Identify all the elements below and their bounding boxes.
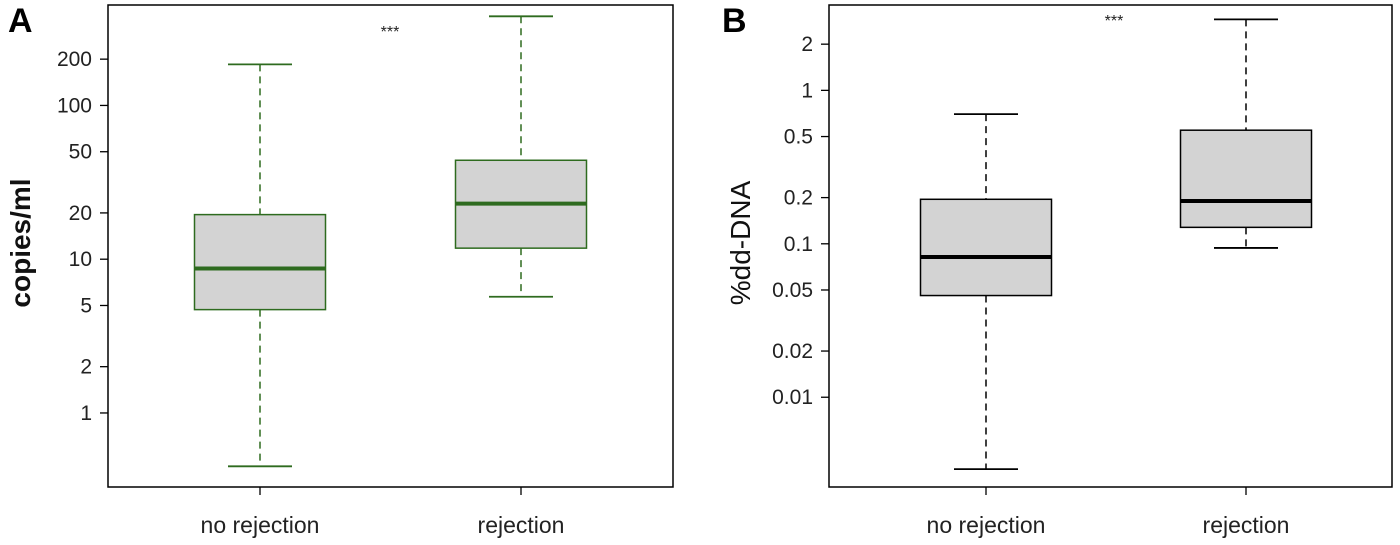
iqr-box-b [919,198,1053,297]
y-tick-label-b: 1 [801,79,813,102]
significance-annotation-a: *** [381,24,400,41]
panel-b-letter: B [722,2,747,40]
plot-frame-a [107,4,674,488]
y-tick-label-b: 0.5 [784,126,813,149]
panel-a-y-axis-title: copies/ml [5,178,36,307]
x-category-label-a: rejection [478,512,565,538]
panel-b: B %dd-DNA 0.01 0.02 0.05 0.1 0.2 0.5 1 2 no reje… [722,2,1393,538]
y-tick-label-b: 0.05 [772,279,813,302]
iqr-box-a [193,213,327,311]
significance-annotation-b: *** [1105,13,1124,30]
y-tick-label-a: 20 [69,202,92,225]
plot-frame-b [828,4,1393,488]
y-tick-label-a: 100 [57,94,92,117]
panel-b-y-axis-title: %dd-DNA [725,180,756,305]
y-tick-label-b: 0.2 [784,187,813,210]
iqr-box-b [1179,129,1313,229]
y-tick-label-a: 1 [80,402,92,425]
y-tick-label-a: 200 [57,48,92,71]
y-tick-label-a: 10 [69,248,92,271]
y-tick-label-a: 50 [69,141,92,164]
y-tick-label-b: 0.01 [772,386,813,409]
y-tick-label-b: 2 [801,33,813,56]
panel-a: A copies/ml 1 2 5 10 20 50 100 200 no rejection r… [5,2,674,538]
x-category-label-a: no rejection [201,512,320,538]
panel-a-letter: A [8,2,33,40]
y-tick-label-a: 2 [80,356,92,379]
x-category-label-b: rejection [1203,512,1290,538]
y-tick-label-b: 0.02 [772,340,813,363]
x-category-label-b: no rejection [927,512,1046,538]
y-tick-label-a: 5 [80,294,92,317]
y-tick-label-b: 0.1 [784,233,813,256]
